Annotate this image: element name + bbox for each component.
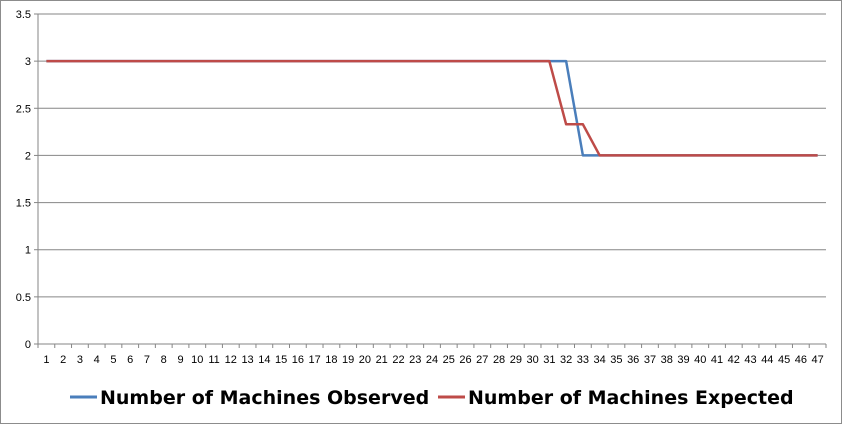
x-tick-label: 45 [778, 354, 790, 366]
axes [37, 14, 826, 345]
x-tick-label: 22 [392, 354, 404, 366]
x-tick-label: 44 [761, 354, 773, 366]
x-tick-label: 47 [811, 354, 823, 366]
x-tick-label: 10 [191, 354, 203, 366]
x-tick-label: 16 [292, 354, 304, 366]
x-tick-label: 43 [744, 354, 756, 366]
y-tick-label: 2.5 [16, 103, 31, 115]
x-tick-label: 13 [241, 354, 253, 366]
x-tick-label: 20 [359, 354, 371, 366]
x-tick-label: 18 [325, 354, 337, 366]
y-axis-ticks: 0 0.5 1 1.5 2 2.5 3 3.5 [16, 9, 38, 351]
x-tick-label: 31 [543, 354, 555, 366]
x-tick-label: 35 [610, 354, 622, 366]
y-tick-label: 0 [25, 339, 31, 351]
x-tick-label: 28 [493, 354, 505, 366]
x-tick-label: 4 [94, 354, 100, 366]
legend-label: Number of Machines Expected [468, 387, 794, 409]
x-tick-label: 12 [225, 354, 237, 366]
x-tick-label: 14 [258, 354, 270, 366]
x-tick-label: 2 [60, 354, 66, 366]
x-tick-label: 5 [110, 354, 116, 366]
x-tick-label: 36 [627, 354, 639, 366]
series-lines [46, 59, 818, 157]
x-tick-label: 32 [560, 354, 572, 366]
x-tick-label: 40 [694, 354, 706, 366]
y-tick-label: 2 [25, 150, 31, 162]
x-tick-label: 37 [644, 354, 656, 366]
x-tick-label: 34 [594, 354, 606, 366]
x-tick-label: 26 [459, 354, 471, 366]
x-tick-label: 7 [144, 354, 150, 366]
x-tick-label: 24 [426, 354, 438, 366]
x-tick-label: 29 [510, 354, 522, 366]
x-tick-label: 33 [577, 354, 589, 366]
y-tick-label: 3 [25, 56, 31, 68]
x-tick-label: 23 [409, 354, 421, 366]
x-tick-label: 17 [309, 354, 321, 366]
x-tick-label: 27 [476, 354, 488, 366]
x-axis-ticks: 1 2 3 4 5 6 7 8 9 10 11 12 13 14 15 16 17 18 19 20 21 22 23 24 2… [37, 344, 827, 366]
x-tick-label: 46 [795, 354, 807, 366]
legend: Number of Machines Observed Number of Mac… [70, 387, 794, 409]
legend-label: Number of Machines Observed [100, 387, 429, 409]
y-tick-label: 0.5 [16, 292, 31, 304]
x-tick-label: 3 [77, 354, 83, 366]
x-tick-label: 41 [711, 354, 723, 366]
x-tick-label: 1 [43, 354, 49, 366]
x-tick-label: 39 [677, 354, 689, 366]
x-tick-label: 19 [342, 354, 354, 366]
y-tick-label: 3.5 [16, 9, 31, 21]
y-tick-label: 1 [25, 245, 31, 257]
x-tick-label: 25 [443, 354, 455, 366]
x-tick-label: 21 [376, 354, 388, 366]
x-tick-label: 9 [177, 354, 183, 366]
x-tick-label: 11 [208, 354, 219, 366]
y-tick-label: 1.5 [16, 198, 31, 210]
x-tick-label: 38 [661, 354, 673, 366]
x-tick-label: 8 [161, 354, 167, 366]
x-tick-label: 42 [728, 354, 740, 366]
x-tick-label: 30 [526, 354, 538, 366]
x-tick-label: 6 [127, 354, 133, 366]
series-line-2 [46, 59, 818, 157]
x-tick-label: 15 [275, 354, 287, 366]
